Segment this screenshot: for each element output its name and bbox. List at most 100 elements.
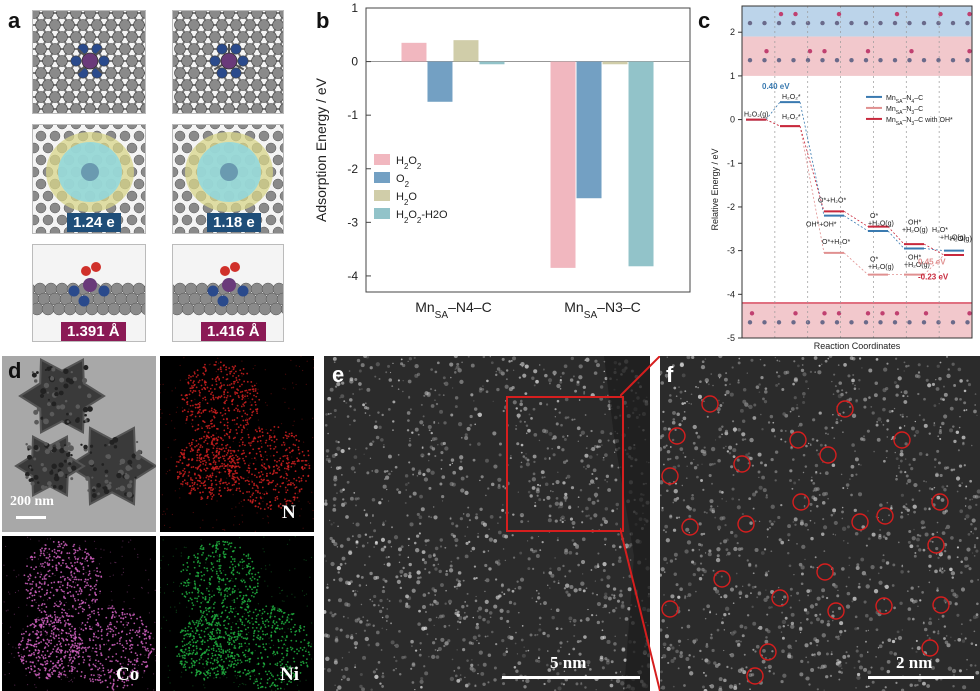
eds-signal-dot	[232, 568, 235, 571]
eds-signal-dot	[194, 390, 197, 393]
eds-signal-dot	[145, 637, 148, 640]
eds-signal-dot	[209, 578, 211, 581]
eds-signal-dot	[183, 651, 186, 654]
eds-signal-dot	[241, 561, 244, 564]
eds-signal-dot	[232, 567, 235, 569]
eds-signal-dot	[63, 656, 66, 659]
eds-signal-dot	[199, 476, 202, 479]
particle-texture	[55, 476, 58, 479]
carbon-atom	[126, 31, 138, 43]
carbon-atom	[33, 190, 40, 202]
eds-signal-dot	[136, 644, 139, 647]
eds-signal-dot	[277, 646, 280, 649]
particle-texture	[27, 454, 32, 460]
bond-length-badge-left: 1.391 Å	[61, 322, 126, 341]
carbon-atom	[223, 31, 235, 43]
eds-signal-dot	[185, 585, 188, 588]
eds-signal-dot	[227, 543, 230, 546]
eds-signal-dot	[216, 466, 219, 468]
eds-signal-dot	[240, 661, 243, 664]
eds-signal-dot	[292, 657, 295, 660]
eds-signal-dot	[261, 638, 264, 640]
eds-background-dot	[42, 599, 45, 601]
eds-signal-dot	[212, 438, 215, 441]
eds-signal-dot	[74, 650, 77, 653]
eds-signal-dot	[78, 606, 80, 609]
eds-background-dot	[284, 401, 286, 403]
eds-signal-dot	[30, 665, 32, 668]
structure-atom	[907, 58, 912, 63]
eds-signal-dot	[191, 484, 194, 487]
eds-signal-dot	[235, 664, 238, 666]
eds-signal-dot	[258, 645, 261, 648]
eds-signal-dot	[94, 574, 97, 576]
eds-signal-dot	[213, 398, 215, 401]
eds-signal-dot	[262, 665, 265, 668]
eds-signal-dot	[111, 644, 114, 646]
eds-signal-dot	[304, 464, 307, 466]
eds-signal-dot	[279, 503, 282, 505]
eds-signal-dot	[273, 459, 276, 462]
eds-background-dot	[60, 616, 63, 618]
eds-signal-dot	[118, 640, 121, 642]
eds-signal-dot	[145, 625, 148, 628]
eds-signal-dot	[109, 660, 112, 663]
eds-signal-dot	[140, 640, 143, 643]
eds-signal-dot	[238, 396, 240, 399]
eds-signal-dot	[187, 584, 190, 587]
eds-signal-dot	[226, 487, 229, 489]
eds-signal-dot	[197, 575, 199, 578]
eds-signal-dot	[64, 625, 66, 627]
eds-signal-dot	[97, 575, 100, 577]
energy-connector	[923, 248, 945, 252]
eds-signal-dot	[215, 650, 218, 653]
eds-signal-dot	[282, 476, 285, 479]
eds-signal-dot	[120, 621, 122, 623]
eds-signal-dot	[233, 409, 236, 411]
eds-signal-dot	[117, 632, 120, 634]
eds-signal-dot	[53, 611, 56, 613]
eds-background-dot	[257, 419, 259, 421]
eds-signal-dot	[202, 460, 204, 463]
eds-signal-dot	[212, 566, 215, 569]
eds-signal-dot	[215, 613, 218, 616]
eds-signal-dot	[224, 459, 226, 462]
eds-signal-dot	[225, 399, 228, 402]
eds-signal-dot	[55, 567, 58, 570]
eds-signal-dot	[289, 670, 292, 673]
eds-background-dot	[232, 494, 234, 496]
eds-signal-dot	[186, 403, 189, 406]
eds-signal-dot	[212, 647, 215, 650]
eds-signal-dot	[218, 540, 220, 543]
eds-signal-dot	[223, 595, 226, 598]
eds-signal-dot	[251, 651, 254, 654]
eds-signal-dot	[69, 584, 71, 587]
eds-background-dot	[258, 425, 260, 428]
eds-signal-dot	[219, 436, 222, 439]
eds-signal-dot	[208, 459, 211, 461]
eds-signal-dot	[199, 547, 202, 550]
eds-signal-dot	[87, 617, 90, 620]
eds-signal-dot	[200, 601, 203, 604]
eds-signal-dot	[50, 639, 53, 642]
eds-signal-dot	[259, 450, 262, 453]
eds-signal-dot	[60, 551, 63, 553]
carbon-atom	[216, 91, 228, 103]
eds-signal-dot	[251, 385, 254, 388]
eds-signal-dot	[212, 603, 215, 606]
eds-signal-dot	[185, 652, 188, 655]
eds-signal-dot	[139, 653, 142, 656]
eds-signal-dot	[238, 572, 241, 575]
eds-signal-dot	[231, 460, 234, 463]
eds-signal-dot	[140, 619, 143, 622]
eds-signal-dot	[55, 564, 58, 567]
eds-signal-dot	[198, 633, 201, 636]
eds-signal-dot	[230, 626, 233, 628]
eds-signal-dot	[54, 618, 57, 620]
eds-signal-dot	[286, 435, 288, 437]
eds-signal-dot	[206, 676, 209, 679]
carbon-atom	[258, 19, 270, 31]
eds-signal-dot	[201, 427, 203, 430]
eds-signal-dot	[221, 443, 223, 446]
eds-signal-dot	[278, 610, 281, 613]
